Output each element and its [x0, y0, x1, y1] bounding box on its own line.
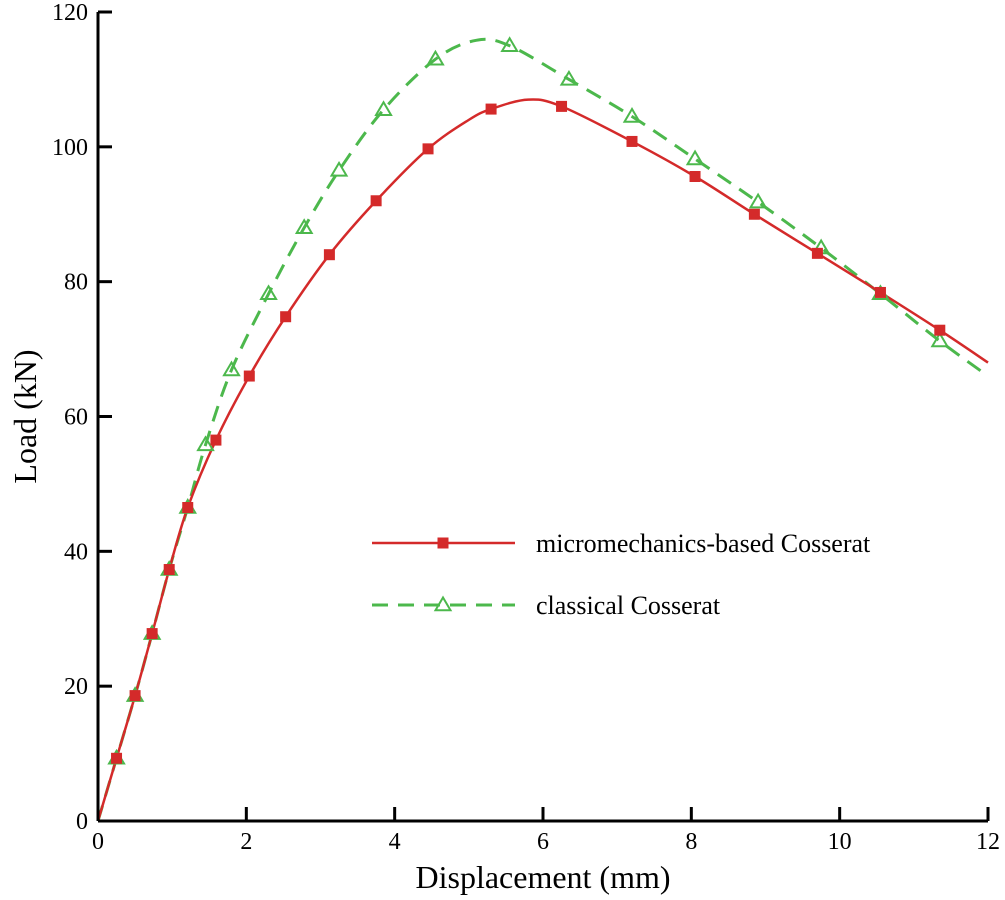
y-tick-label-1: 20: [64, 674, 88, 700]
data-point-0-18: [934, 324, 946, 336]
data-point-0-14: [689, 170, 701, 182]
data-point-1-12: [500, 36, 519, 52]
data-point-1-9: [329, 160, 349, 177]
y-tick-label-2: 40: [64, 539, 88, 565]
data-point-1-15: [685, 149, 705, 166]
legend-marker-1: [433, 595, 453, 612]
x-tick-label-2: 4: [389, 829, 401, 855]
data-point-0-10: [422, 143, 434, 155]
data-point-0-11: [485, 103, 497, 115]
y-tick-label-3: 60: [64, 405, 88, 431]
y-tick-label-0: 0: [76, 809, 88, 835]
data-point-0-15: [748, 208, 760, 220]
data-point-0-9: [370, 195, 382, 207]
data-point-0-2: [146, 628, 158, 640]
series-markers: [107, 36, 950, 765]
x-tick-label-6: 12: [976, 829, 1000, 855]
data-point-1-6: [222, 360, 241, 377]
data-point-0-3: [163, 564, 175, 576]
axes: [96, 12, 988, 823]
legend-marker-0: [437, 537, 449, 549]
x-axis-title: Displacement (mm): [415, 859, 670, 895]
data-point-1-14: [622, 107, 642, 123]
data-point-0-7: [280, 311, 292, 323]
data-point-0-12: [556, 100, 568, 112]
data-point-0-6: [243, 370, 255, 382]
data-point-0-8: [323, 249, 335, 261]
x-tick-label-1: 2: [240, 829, 252, 855]
legend-label-0: micromechanics-based Cosserat: [536, 529, 871, 558]
legend-label-1: classical Cosserat: [536, 591, 721, 620]
y-tick-label-4: 80: [64, 270, 88, 296]
legend: micromechanics-based Cosserat classical C…: [372, 529, 871, 620]
x-tick-label-3: 6: [537, 829, 549, 855]
data-point-1-5: [196, 435, 215, 452]
y-axis-title: Load (kN): [7, 349, 43, 483]
y-tick-label-6: 120: [52, 0, 88, 26]
data-point-0-1: [129, 690, 141, 702]
data-point-1-7: [259, 284, 278, 301]
series-curves: [96, 37, 989, 822]
data-point-0-13: [626, 135, 638, 147]
data-point-0-5: [210, 434, 222, 446]
x-tick-label-5: 10: [828, 829, 852, 855]
data-point-0-16: [811, 247, 823, 259]
data-point-0-4: [182, 502, 194, 514]
data-point-1-10: [374, 100, 393, 117]
data-point-1-13: [559, 69, 579, 86]
series-line-micromechanics-based-cosserat: [96, 98, 989, 822]
data-point-1-8: [294, 218, 314, 234]
data-point-1-16: [748, 192, 768, 209]
data-point-1-11: [426, 49, 445, 66]
data-point-0-0: [111, 752, 123, 764]
data-point-1-19: [930, 331, 950, 348]
data-point-0-17: [874, 286, 886, 298]
y-tick-label-5: 100: [52, 135, 88, 161]
x-tick-label-4: 8: [685, 829, 697, 855]
series-line-classical-cosserat: [96, 37, 989, 822]
x-tick-label-0: 0: [92, 829, 104, 855]
